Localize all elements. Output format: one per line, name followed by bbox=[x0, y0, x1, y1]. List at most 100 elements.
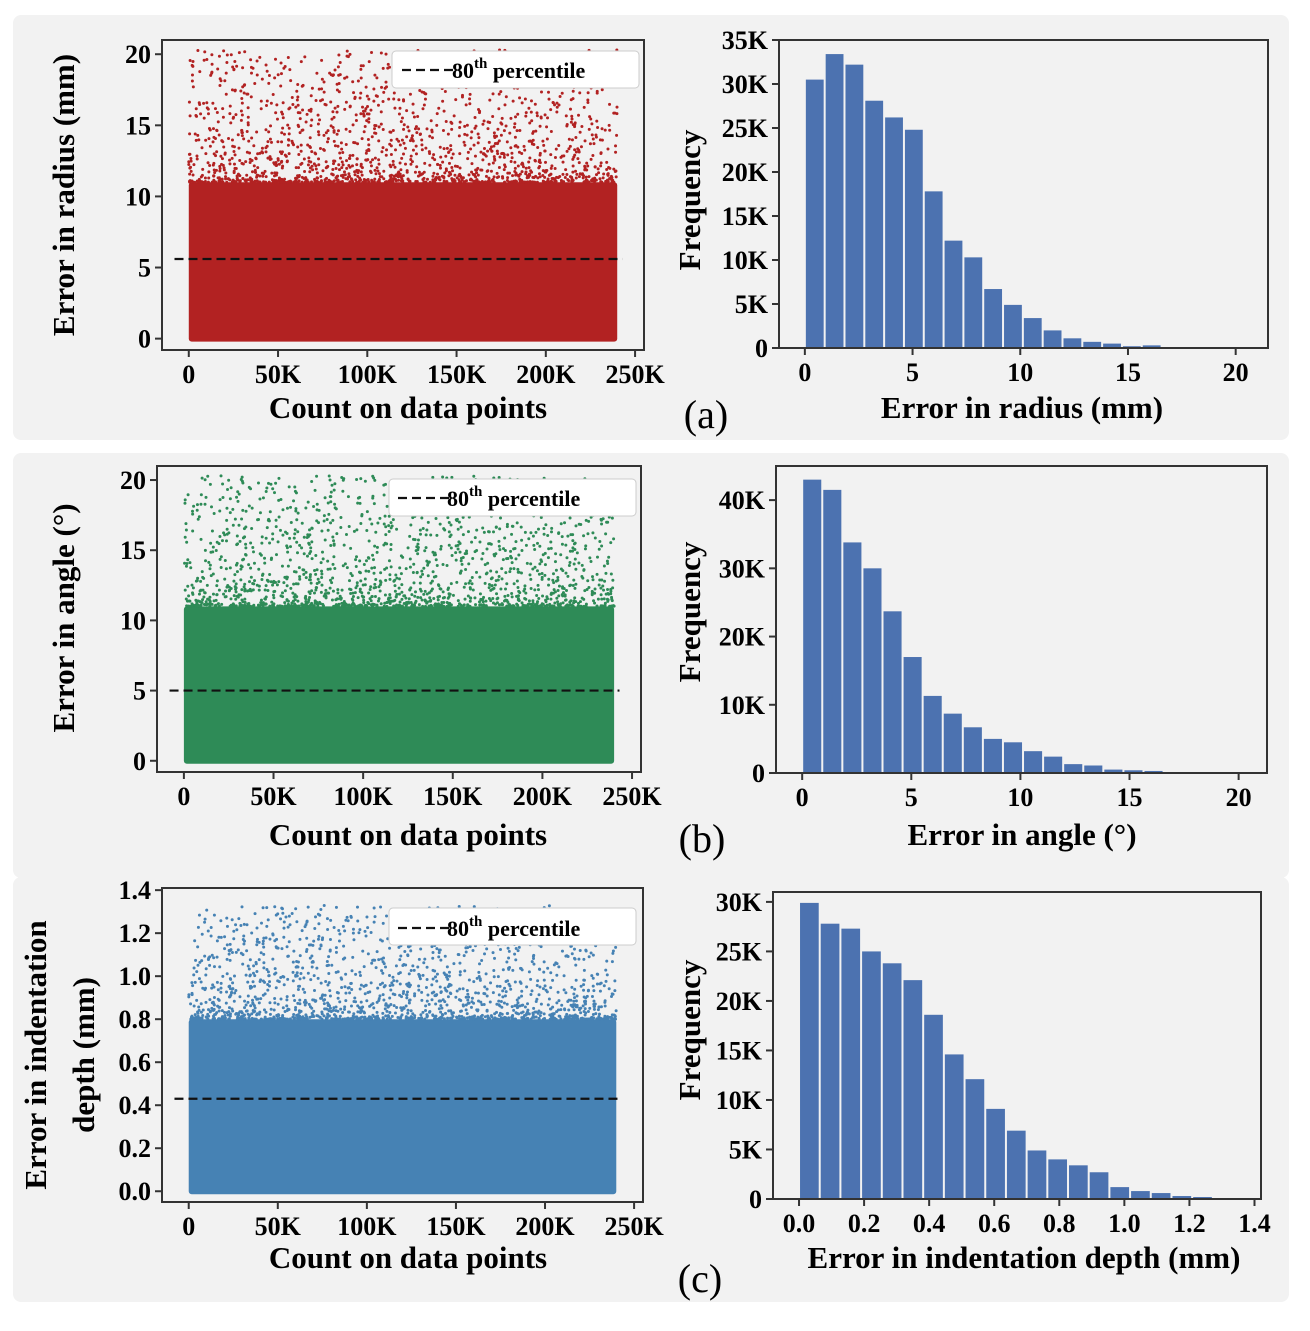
scatter-a-point bbox=[588, 142, 592, 146]
scatter-a-point bbox=[488, 180, 492, 184]
scatter-b-point bbox=[329, 490, 333, 494]
scatter-a-point bbox=[196, 180, 200, 184]
scatter-b-point bbox=[252, 582, 256, 586]
scatter-b-point bbox=[335, 597, 339, 601]
scatter-b-point bbox=[244, 509, 248, 513]
scatter-a-point bbox=[315, 171, 319, 175]
scatter-a-point bbox=[495, 171, 499, 175]
scatter-a-point bbox=[438, 166, 442, 170]
legend-a-number: 80 bbox=[452, 58, 474, 83]
scatter-plot-c: 0 50K 100K 150K 200K 250K 0.00.20.40.60.81.01… bbox=[18, 876, 664, 1275]
scatter-a-point bbox=[238, 179, 242, 183]
scatter-c-point bbox=[356, 919, 360, 923]
histogram-b-bars bbox=[803, 479, 1163, 773]
scatter-b-point bbox=[232, 604, 236, 608]
scatter-b-point bbox=[304, 594, 308, 598]
scatter-b-point bbox=[199, 493, 203, 497]
scatter-c-point bbox=[591, 984, 595, 988]
scatter-a-xtick-label: 150K bbox=[427, 360, 487, 389]
scatter-b-point bbox=[271, 583, 275, 587]
scatter-b-point bbox=[331, 518, 335, 522]
scatter-b-point bbox=[292, 595, 296, 599]
scatter-c-point bbox=[247, 967, 251, 971]
scatter-c-point bbox=[363, 1017, 367, 1021]
scatter-a-point bbox=[218, 83, 222, 87]
scatter-c-point bbox=[535, 997, 539, 1001]
scatter-b-point bbox=[413, 603, 417, 607]
scatter-b-point bbox=[293, 603, 297, 607]
scatter-c-point bbox=[266, 918, 270, 922]
scatter-a-point bbox=[609, 177, 613, 181]
scatter-c-point bbox=[549, 986, 553, 990]
scatter-b-point bbox=[263, 597, 267, 601]
scatter-c-point bbox=[369, 1003, 373, 1007]
scatter-c-point bbox=[338, 1000, 342, 1004]
scatter-b-point bbox=[330, 598, 334, 602]
scatter-b-point bbox=[416, 552, 420, 556]
scatter-b-point bbox=[344, 533, 348, 537]
scatter-a-point bbox=[497, 107, 501, 111]
scatter-b-point bbox=[324, 596, 328, 600]
scatter-a-point bbox=[223, 152, 227, 156]
scatter-b-point bbox=[333, 566, 337, 570]
scatter-c-point bbox=[425, 978, 429, 982]
scatter-b-point bbox=[233, 517, 237, 521]
scatter-a-point bbox=[423, 161, 427, 165]
scatter-a-point bbox=[356, 142, 360, 146]
scatter-b-point bbox=[200, 601, 204, 605]
scatter-a-point bbox=[383, 86, 387, 90]
scatter-a-point bbox=[435, 176, 439, 180]
scatter-c-xtick-label: 0 bbox=[182, 1212, 195, 1241]
scatter-a-point bbox=[231, 65, 235, 69]
scatter-b-point bbox=[528, 573, 532, 577]
scatter-a-point bbox=[465, 123, 469, 127]
scatter-c-point bbox=[397, 972, 401, 976]
scatter-a-point bbox=[373, 177, 377, 181]
scatter-c-point bbox=[326, 1014, 330, 1018]
scatter-a-point bbox=[323, 102, 327, 106]
scatter-c-point bbox=[392, 1004, 396, 1008]
scatter-c-point bbox=[295, 960, 299, 964]
scatter-b-point bbox=[214, 603, 218, 607]
scatter-c-point bbox=[399, 954, 403, 958]
scatter-a-point bbox=[204, 138, 208, 142]
scatter-b-point bbox=[367, 539, 371, 543]
scatter-a-point bbox=[220, 157, 224, 161]
scatter-c-point bbox=[604, 1017, 608, 1021]
scatter-b-point bbox=[297, 566, 301, 570]
scatter-a-point bbox=[281, 101, 285, 105]
scatter-c-point bbox=[419, 947, 423, 951]
scatter-b-point bbox=[235, 543, 239, 547]
scatter-a-point bbox=[399, 175, 403, 179]
scatter-a-point bbox=[401, 174, 405, 178]
scatter-a-point bbox=[458, 120, 462, 124]
scatter-b-point bbox=[391, 518, 395, 522]
scatter-b-point bbox=[501, 558, 505, 562]
scatter-a-point bbox=[320, 98, 324, 102]
scatter-a-point bbox=[381, 128, 385, 132]
scatter-a-point bbox=[477, 136, 481, 140]
scatter-b-point bbox=[512, 567, 516, 571]
scatter-a-point bbox=[296, 103, 300, 107]
scatter-b-point bbox=[561, 585, 565, 589]
scatter-b-point bbox=[269, 558, 273, 562]
scatter-b-point bbox=[378, 579, 382, 583]
scatter-b-point bbox=[265, 486, 269, 490]
scatter-b-point bbox=[600, 544, 604, 548]
scatter-c-point bbox=[592, 1002, 596, 1006]
scatter-b-point bbox=[264, 536, 268, 540]
scatter-c-point bbox=[299, 971, 303, 975]
scatter-a-point bbox=[377, 172, 381, 176]
scatter-c-point bbox=[255, 937, 259, 941]
scatter-c-point bbox=[513, 980, 517, 984]
scatter-a-point bbox=[421, 178, 425, 182]
scatter-c-point bbox=[227, 1006, 231, 1010]
scatter-a-point bbox=[191, 59, 195, 63]
scatter-a-point bbox=[543, 149, 547, 153]
scatter-a-point bbox=[488, 98, 492, 102]
scatter-b-point bbox=[306, 600, 310, 604]
scatter-b-point bbox=[332, 539, 336, 543]
scatter-c-point bbox=[265, 906, 269, 910]
scatter-b-point bbox=[491, 597, 495, 601]
scatter-b-point bbox=[298, 543, 302, 547]
